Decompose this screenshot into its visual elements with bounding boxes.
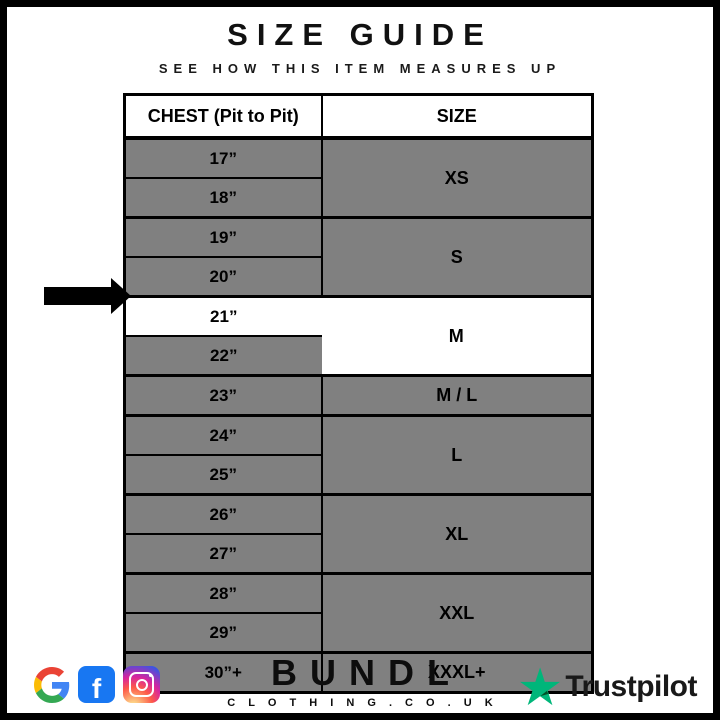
instagram-lens — [129, 672, 154, 697]
facebook-icon: f — [78, 666, 115, 703]
chest-measurement-cell: 21” — [123, 295, 322, 337]
brand-tagline: C L O T H I N G . C O . U K — [227, 697, 498, 709]
chest-measurement-cell: 30”+ — [123, 651, 323, 694]
chest-measurement-cell: 24” — [123, 414, 323, 456]
google-icon — [33, 666, 70, 703]
instagram-circle — [135, 678, 148, 691]
table-row: 21” M — [123, 295, 594, 377]
chest-measurement-cell: 18” — [123, 177, 323, 219]
chest-measurement-cell: 22” — [123, 335, 322, 377]
chest-measurement-cell: 29” — [123, 612, 323, 654]
instagram-dot — [149, 673, 152, 677]
social-icons: f — [33, 666, 160, 703]
chest-column-header: CHEST (Pit to Pit) — [123, 93, 323, 140]
arrow-shaft — [44, 287, 111, 305]
size-cell: S — [320, 216, 594, 298]
trustpilot-label: Trustpilot — [565, 669, 697, 703]
chest-measurement-cell: 26” — [123, 493, 323, 535]
chest-measurement-cell: 25” — [123, 454, 323, 496]
table-row: 24” L — [123, 414, 594, 496]
page-subtitle: SEE HOW THIS ITEM MEASURES UP — [158, 61, 562, 76]
size-cell: M / L — [320, 374, 594, 417]
size-cell: XS — [320, 136, 594, 219]
chest-measurement-cell: 20” — [123, 256, 323, 298]
table-row: 23” M / L — [123, 374, 594, 417]
table-row: 30”+ XXXL+ — [123, 651, 594, 694]
chest-measurement-cell: 17” — [123, 136, 323, 179]
size-guide-table: CHEST (Pit to Pit) SIZE 17” XS 18” 19” S 20” 2… — [123, 93, 594, 694]
page-title: SIZE GUIDE — [227, 17, 493, 52]
table-row: 29” — [123, 612, 593, 654]
table-row: 20” — [123, 256, 593, 298]
trustpilot-star-icon — [520, 667, 561, 706]
size-column-header: SIZE — [320, 93, 594, 140]
size-cell: XXL — [320, 572, 594, 654]
chest-measurement-cell: 23” — [123, 374, 323, 417]
size-cell: XL — [320, 493, 594, 575]
size-cell: M — [321, 295, 594, 377]
size-cell: L — [320, 414, 594, 496]
table-row: 22” — [123, 335, 593, 377]
table-row: 28” XXL — [123, 572, 594, 654]
trustpilot-logo: Trustpilot — [520, 667, 697, 706]
chest-measurement-cell: 19” — [123, 216, 323, 258]
highlight-arrow-icon — [44, 278, 131, 314]
brand-name: BUNDL — [271, 652, 462, 693]
brand-logo: BUNDL C L O T H I N G . C O . U K — [7, 652, 713, 709]
chest-measurement-cell: 27” — [123, 533, 323, 575]
chest-measurement-cell: 28” — [123, 572, 323, 614]
table-row: 26” XL — [123, 493, 594, 575]
arrow-head — [111, 278, 131, 314]
table-row: 25” — [123, 454, 593, 496]
instagram-icon — [123, 666, 160, 703]
table-row: 27” — [123, 533, 593, 575]
table-row: 18” — [123, 177, 593, 219]
table-row: 17” XS — [123, 136, 594, 219]
table-header-row: CHEST (Pit to Pit) SIZE — [123, 93, 594, 140]
table-row: 19” S — [123, 216, 594, 298]
size-table-body: 17” XS 18” 19” S 20” 21” M 22” 23” M / L 24” L 25” 26”… — [123, 136, 594, 694]
